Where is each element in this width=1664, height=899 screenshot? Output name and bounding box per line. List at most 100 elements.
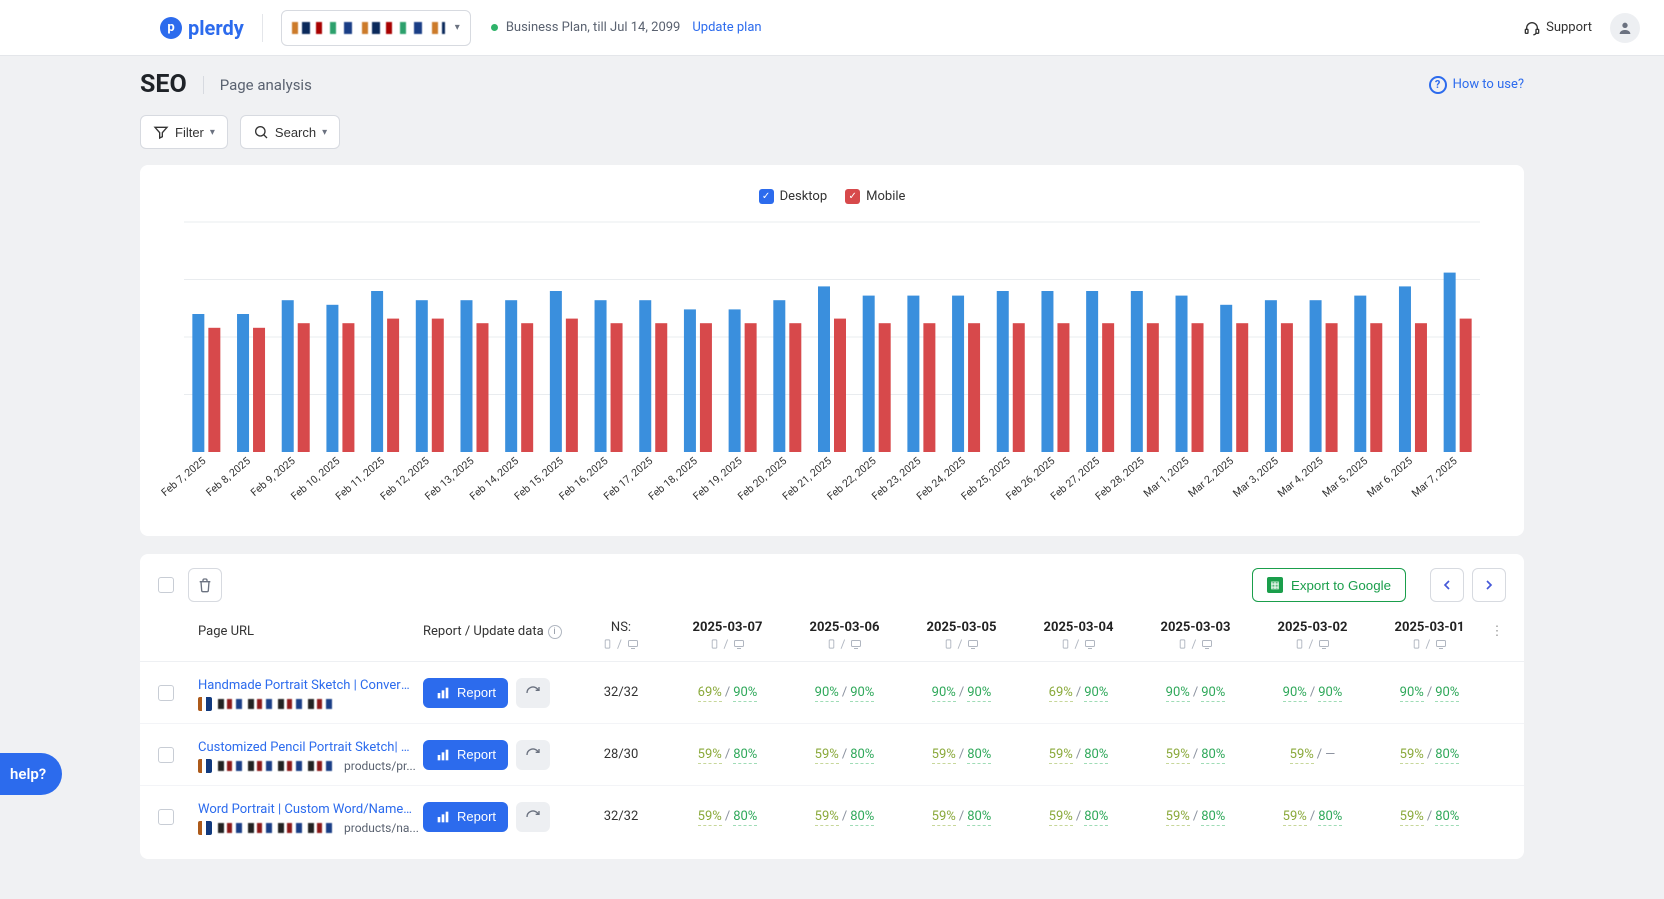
mobile-score[interactable]: 59% bbox=[698, 747, 722, 764]
mobile-score[interactable]: 59% bbox=[1400, 747, 1424, 764]
bar-mobile[interactable] bbox=[1147, 323, 1159, 452]
user-avatar[interactable] bbox=[1610, 13, 1640, 43]
mobile-score[interactable]: 90% bbox=[1166, 685, 1190, 702]
bar-desktop[interactable] bbox=[1265, 300, 1277, 452]
bar-mobile[interactable] bbox=[700, 323, 712, 452]
bar-desktop[interactable] bbox=[192, 314, 204, 452]
mobile-score[interactable]: 69% bbox=[1049, 685, 1073, 702]
mobile-score[interactable]: 59% bbox=[1049, 809, 1073, 826]
bar-desktop[interactable] bbox=[1310, 300, 1322, 452]
mobile-score[interactable]: 90% bbox=[1283, 685, 1307, 702]
mobile-score[interactable]: 69% bbox=[698, 685, 722, 702]
bar-desktop[interactable] bbox=[863, 296, 875, 452]
mobile-score[interactable]: 59% bbox=[815, 809, 839, 826]
bar-mobile[interactable] bbox=[476, 323, 488, 452]
help-fab[interactable]: help? bbox=[0, 753, 62, 795]
mobile-score[interactable]: 59% bbox=[815, 747, 839, 764]
desktop-score[interactable]: 90% bbox=[1318, 685, 1342, 702]
bar-mobile[interactable] bbox=[923, 323, 935, 452]
bar-desktop[interactable] bbox=[818, 286, 830, 452]
bar-desktop[interactable] bbox=[1041, 291, 1053, 452]
desktop-score[interactable]: 80% bbox=[1084, 809, 1108, 826]
bar-desktop[interactable] bbox=[416, 300, 428, 452]
mobile-score[interactable]: 90% bbox=[815, 685, 839, 702]
info-icon[interactable]: i bbox=[548, 625, 562, 639]
desktop-score[interactable]: 80% bbox=[1435, 809, 1459, 826]
select-all-checkbox[interactable] bbox=[158, 577, 174, 593]
bar-mobile[interactable] bbox=[1057, 323, 1069, 452]
bar-desktop[interactable] bbox=[952, 296, 964, 452]
bar-mobile[interactable] bbox=[432, 319, 444, 452]
refresh-button[interactable] bbox=[516, 740, 550, 770]
report-button[interactable]: Report bbox=[423, 802, 508, 832]
report-button[interactable]: Report bbox=[423, 678, 508, 708]
support-link[interactable]: Support bbox=[1524, 20, 1592, 36]
mobile-score[interactable]: 59% bbox=[1400, 809, 1424, 826]
desktop-score[interactable]: 80% bbox=[1201, 747, 1225, 764]
bar-desktop[interactable] bbox=[639, 300, 651, 452]
bar-mobile[interactable] bbox=[968, 323, 980, 452]
bar-desktop[interactable] bbox=[505, 300, 517, 452]
desktop-score[interactable]: 80% bbox=[1084, 747, 1108, 764]
bar-mobile[interactable] bbox=[1102, 323, 1114, 452]
brand-logo[interactable]: p plerdy bbox=[160, 16, 244, 40]
legend-item[interactable]: ✓Mobile bbox=[845, 189, 905, 204]
bar-desktop[interactable] bbox=[237, 314, 249, 452]
bar-mobile[interactable] bbox=[789, 323, 801, 452]
desktop-score[interactable]: 80% bbox=[850, 747, 874, 764]
desktop-score[interactable]: 90% bbox=[1201, 685, 1225, 702]
bar-mobile[interactable] bbox=[387, 319, 399, 452]
how-to-use-link[interactable]: ? How to use? bbox=[1429, 76, 1524, 94]
bar-mobile[interactable] bbox=[1192, 323, 1204, 452]
bar-desktop[interactable] bbox=[282, 300, 294, 452]
bar-mobile[interactable] bbox=[1013, 323, 1025, 452]
bar-mobile[interactable] bbox=[655, 323, 667, 452]
page-title-link[interactable]: Handmade Portrait Sketch | Convert P... bbox=[198, 678, 413, 693]
bar-desktop[interactable] bbox=[595, 300, 607, 452]
desktop-score[interactable]: 80% bbox=[850, 809, 874, 826]
refresh-button[interactable] bbox=[516, 802, 550, 832]
bar-desktop[interactable] bbox=[460, 300, 472, 452]
bar-mobile[interactable] bbox=[1370, 323, 1382, 452]
bar-mobile[interactable] bbox=[1326, 323, 1338, 452]
bar-desktop[interactable] bbox=[371, 291, 383, 452]
desktop-score[interactable]: 90% bbox=[1084, 685, 1108, 702]
bar-desktop[interactable] bbox=[684, 309, 696, 452]
mobile-score[interactable]: 59% bbox=[932, 747, 956, 764]
bar-mobile[interactable] bbox=[342, 323, 354, 452]
mobile-score[interactable]: 59% bbox=[1166, 747, 1190, 764]
desktop-score[interactable]: 80% bbox=[1318, 809, 1342, 826]
bar-desktop[interactable] bbox=[907, 296, 919, 452]
bar-mobile[interactable] bbox=[879, 323, 891, 452]
filter-button[interactable]: Filter ▾ bbox=[140, 115, 228, 149]
more-columns-icon[interactable]: ⋮ bbox=[1488, 620, 1506, 639]
bar-mobile[interactable] bbox=[521, 323, 533, 452]
bar-desktop[interactable] bbox=[1176, 296, 1188, 452]
bar-mobile[interactable] bbox=[1415, 323, 1427, 452]
row-checkbox[interactable] bbox=[158, 747, 174, 763]
desktop-score[interactable]: 90% bbox=[1435, 685, 1459, 702]
mobile-score[interactable]: 90% bbox=[1400, 685, 1424, 702]
bar-desktop[interactable] bbox=[550, 291, 562, 452]
project-selector[interactable]: ▾ bbox=[281, 10, 471, 46]
bar-desktop[interactable] bbox=[1444, 273, 1456, 452]
legend-item[interactable]: ✓Desktop bbox=[759, 189, 828, 204]
search-button[interactable]: Search ▾ bbox=[240, 115, 340, 149]
page-title-link[interactable]: Customized Pencil Portrait Sketch| C... bbox=[198, 740, 413, 755]
desktop-score[interactable]: 90% bbox=[850, 685, 874, 702]
row-checkbox[interactable] bbox=[158, 809, 174, 825]
mobile-score[interactable]: 59% bbox=[1283, 809, 1307, 826]
bar-mobile[interactable] bbox=[745, 323, 757, 452]
update-plan-link[interactable]: Update plan bbox=[692, 20, 761, 35]
desktop-score[interactable]: 80% bbox=[733, 809, 757, 826]
mobile-score[interactable]: 90% bbox=[932, 685, 956, 702]
bar-mobile[interactable] bbox=[566, 319, 578, 452]
bar-mobile[interactable] bbox=[834, 319, 846, 452]
mobile-score[interactable]: 59% bbox=[1290, 747, 1314, 764]
desktop-score[interactable]: 80% bbox=[967, 747, 991, 764]
desktop-score[interactable]: 80% bbox=[967, 809, 991, 826]
bar-mobile[interactable] bbox=[253, 328, 265, 452]
bar-desktop[interactable] bbox=[1131, 291, 1143, 452]
bar-mobile[interactable] bbox=[1281, 323, 1293, 452]
delete-button[interactable] bbox=[188, 568, 222, 602]
